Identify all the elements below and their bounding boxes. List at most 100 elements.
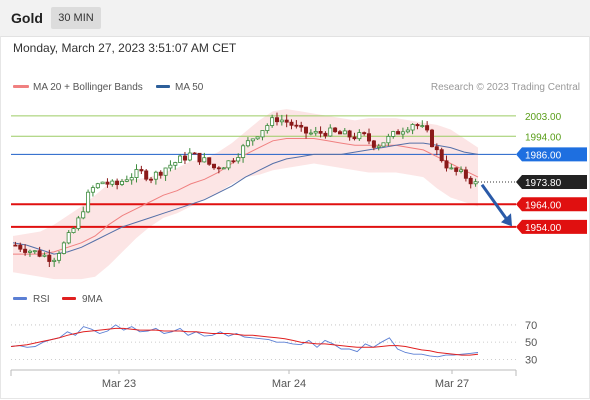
candle-body: [197, 152, 202, 163]
x-tick-label: Mar 27: [435, 378, 469, 390]
candle-body: [425, 125, 430, 131]
candle-body: [371, 140, 376, 148]
instrument-title: Gold: [11, 10, 43, 26]
candle-body: [284, 119, 289, 123]
candle-body: [429, 129, 434, 148]
candle: [468, 176, 473, 189]
candle: [255, 136, 260, 140]
candle: [294, 120, 299, 129]
candle-body: [178, 155, 183, 163]
candle: [429, 128, 434, 148]
candle-body: [299, 125, 304, 128]
candle-body: [313, 130, 318, 134]
candle-body: [415, 124, 420, 127]
candle: [265, 123, 270, 134]
candle: [42, 252, 47, 258]
candle: [270, 114, 275, 128]
candle-body: [410, 124, 415, 131]
candle: [163, 167, 168, 181]
candle: [376, 143, 381, 151]
candle: [57, 251, 62, 264]
candle: [100, 181, 105, 185]
candle: [110, 179, 115, 187]
candle: [260, 130, 265, 141]
candle: [337, 129, 342, 135]
candle: [81, 206, 86, 220]
candle-body: [216, 167, 221, 170]
candle-body: [270, 117, 275, 126]
candle: [391, 130, 396, 139]
candle: [158, 170, 163, 179]
level-label-tag: [516, 175, 587, 190]
candle-body: [274, 117, 279, 123]
level-label-1986.00: 1986.00: [516, 147, 587, 162]
candle-body: [454, 167, 459, 172]
candle: [289, 119, 294, 130]
candle: [173, 161, 178, 170]
candle: [396, 129, 401, 135]
legend-ma20-label: MA 20 + Bollinger Bands: [33, 82, 143, 93]
candle-body: [47, 254, 52, 262]
candle-body: [61, 242, 66, 254]
candle-body: [439, 149, 444, 162]
candle-body: [124, 179, 129, 182]
candle-body: [158, 171, 163, 176]
candle-body: [347, 130, 352, 138]
candle-body: [468, 177, 473, 185]
candle-body: [420, 125, 425, 127]
candle: [32, 250, 37, 254]
candle: [221, 166, 226, 170]
candle: [18, 242, 23, 253]
candle-body: [444, 160, 449, 169]
candle-body: [236, 157, 241, 162]
candle: [284, 114, 289, 128]
candle: [47, 249, 52, 268]
legend-ma50-swatch: [156, 85, 170, 88]
candle-body: [386, 135, 391, 144]
candle-body: [110, 180, 115, 185]
candle: [357, 129, 362, 141]
candle: [386, 133, 391, 146]
rsi-panel: 70 50 30: [10, 320, 537, 366]
candle-body: [163, 167, 168, 176]
timeframe-button[interactable]: 30 MIN: [51, 7, 101, 29]
candles-layer: [13, 112, 478, 268]
level-label-1954.00: 1954.00: [516, 219, 587, 234]
candle-body: [18, 244, 23, 250]
candle: [27, 249, 32, 257]
source-label: Research © 2023 Trading Central: [431, 82, 580, 93]
candle-body: [57, 253, 62, 261]
candle: [420, 120, 425, 128]
forecast-arrow-shaft: [480, 183, 508, 220]
level-label-1994.00: 1994.00: [525, 132, 562, 143]
candle: [308, 129, 313, 136]
forecast-arrow-group: [480, 183, 512, 227]
candle: [342, 128, 347, 135]
candle: [245, 137, 250, 148]
candle-body: [241, 145, 246, 158]
candle: [313, 126, 318, 136]
candle-body: [366, 133, 371, 142]
x-axis-labels: Mar 23 Mar 24 Mar 27: [102, 370, 469, 390]
candle-body: [37, 250, 42, 257]
candle: [241, 143, 246, 163]
candle: [120, 178, 125, 187]
candle: [333, 127, 338, 133]
candle: [66, 230, 71, 245]
candle: [458, 166, 463, 174]
legend-9ma-swatch: [62, 297, 76, 300]
candle: [381, 142, 386, 147]
candle: [105, 178, 110, 188]
level-label-tag: [516, 197, 587, 212]
rsi-tick-70: 70: [525, 320, 537, 332]
rsi-tick-30: 30: [525, 354, 537, 366]
candle: [148, 176, 153, 184]
candle: [139, 165, 144, 175]
forecast-arrow-head: [501, 213, 512, 227]
candle-body: [400, 131, 405, 135]
candle: [415, 123, 420, 130]
candle: [52, 257, 57, 267]
candle-body: [265, 125, 270, 131]
candle-body: [342, 130, 347, 135]
candle-body: [381, 142, 386, 147]
